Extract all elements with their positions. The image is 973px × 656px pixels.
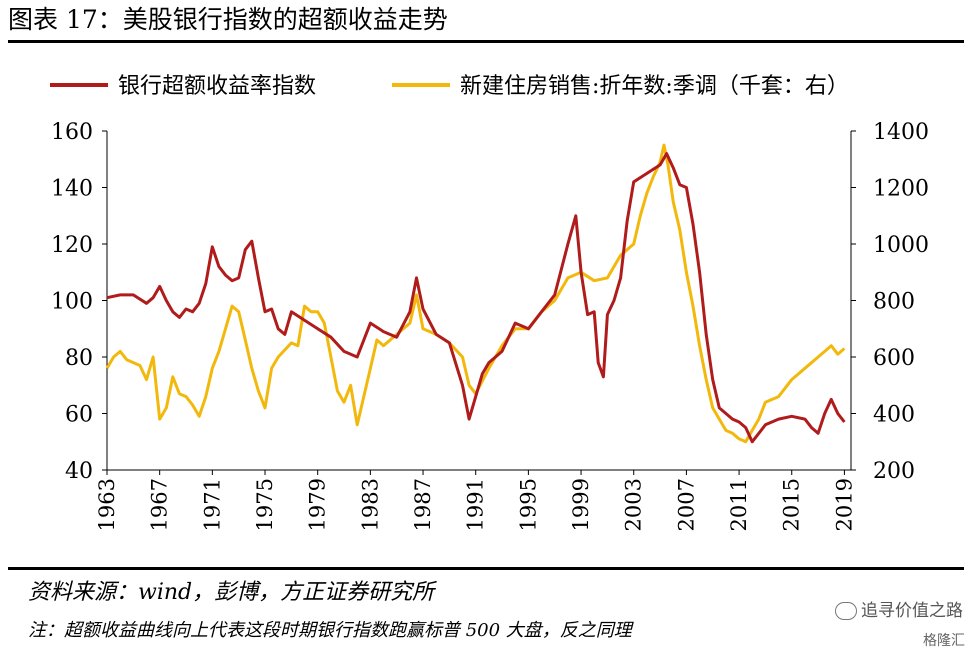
x-tick-label: 1991 (464, 478, 488, 531)
watermark-brand: 格隆汇 (923, 633, 965, 649)
x-tick-label: 1983 (358, 478, 382, 531)
left-tick-label: 40 (65, 459, 93, 484)
x-tick-label: 1999 (569, 478, 593, 531)
left-tick-label: 100 (51, 290, 93, 315)
left-tick-label: 160 (51, 120, 93, 145)
x-tick-label: 1979 (306, 478, 330, 531)
right-tick-label: 600 (873, 346, 915, 371)
bottom-rule (8, 567, 964, 570)
note-text: 注：超额收益曲线向上代表这段时期银行指数跑赢标普 500 大盘，反之同理 (28, 620, 632, 641)
left-tick-label: 120 (51, 233, 93, 258)
chart-title: 图表 17：美股银行指数的超额收益走势 (8, 5, 448, 34)
source-text: 资料来源：wind，彭博，方正证券研究所 (28, 580, 435, 605)
right-tick-label: 200 (873, 459, 915, 484)
x-tick-label: 1987 (411, 478, 435, 531)
x-tick-label: 1971 (200, 478, 224, 531)
right-tick-label: 1200 (873, 177, 929, 202)
x-tick-label: 2003 (622, 478, 646, 531)
top-rule (8, 40, 964, 43)
right-tick-label: 1000 (873, 233, 929, 258)
left-tick-label: 80 (65, 346, 93, 371)
watermark-text: 追寻价值之路 (861, 601, 963, 621)
left-tick-label: 140 (51, 177, 93, 202)
x-tick-label: 1967 (148, 478, 172, 531)
series-line-bank-excess-return (106, 152, 846, 444)
legend-label-new-home-sales: 新建住房销售:折年数:季调（千套：右） (460, 74, 849, 99)
right-tick-label: 800 (873, 290, 915, 315)
x-tick-label: 2015 (780, 478, 804, 531)
x-tick-label: 1995 (516, 478, 540, 531)
x-tick-label: 2007 (674, 478, 698, 531)
x-tick-label: 2019 (832, 478, 856, 531)
wechat-icon (835, 602, 857, 620)
watermark: 追寻价值之路 (835, 596, 963, 621)
x-tick-label: 1963 (95, 478, 119, 531)
right-tick-label: 1400 (873, 120, 929, 145)
x-tick-label: 2011 (727, 478, 751, 531)
right-tick-label: 400 (873, 403, 915, 428)
x-tick-label: 1975 (253, 478, 277, 531)
left-tick-label: 60 (65, 403, 93, 428)
legend-label-bank-excess-return: 银行超额收益率指数 (118, 74, 316, 99)
line-chart: 40 60 80 100 120 140 160 200 400 600 800 1000 1200 14… (50, 74, 929, 531)
